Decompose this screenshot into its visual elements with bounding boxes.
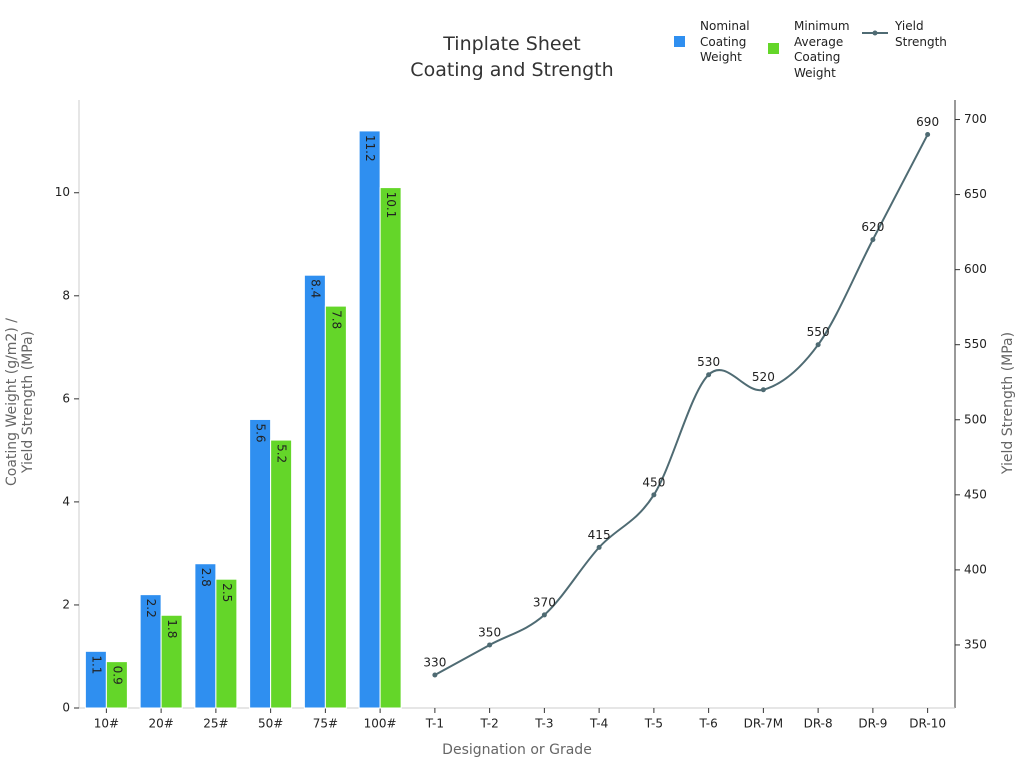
line-value-label: 690 — [916, 115, 939, 129]
x-tick-label: 10# — [94, 717, 119, 731]
line-point — [487, 642, 493, 648]
y2-tick-label: 450 — [964, 487, 987, 501]
legend-swatch — [674, 36, 685, 47]
bar — [270, 439, 293, 709]
bar — [105, 661, 128, 709]
x-tick-label: DR-9 — [858, 717, 887, 731]
y-tick-label: 4 — [62, 494, 70, 508]
x-tick-label: 100# — [364, 717, 397, 731]
bar-value-label: 0.9 — [110, 666, 124, 685]
line-point — [432, 672, 438, 678]
x-tick-label: 75# — [313, 717, 338, 731]
legend-label: Nominal Coating Weight — [700, 19, 750, 64]
x-tick-label: DR-10 — [909, 717, 946, 731]
bar — [358, 130, 381, 709]
y2-tick-label: 500 — [964, 412, 987, 426]
y2-tick-label: 700 — [964, 112, 987, 126]
bar-value-label: 5.2 — [275, 444, 289, 463]
y2-tick-label: 600 — [964, 262, 987, 276]
x-tick-label: T-1 — [425, 717, 444, 731]
line-value-label: 350 — [478, 625, 501, 639]
bar-value-label: 2.5 — [220, 583, 234, 602]
line-value-label: 520 — [752, 370, 775, 384]
x-tick-label: 25# — [203, 717, 228, 731]
legend-swatch — [768, 43, 779, 54]
legend-label: Yield Strength — [895, 19, 947, 49]
bar — [379, 187, 402, 709]
bar — [160, 614, 183, 709]
bar — [324, 305, 347, 709]
bar-value-label: 10.1 — [384, 192, 398, 219]
y-tick-label: 0 — [62, 701, 70, 715]
x-tick-label: 20# — [148, 717, 173, 731]
bar-value-label: 1.1 — [89, 655, 103, 674]
y-tick-label: 10 — [55, 185, 70, 199]
line-point — [706, 372, 712, 378]
line-point — [541, 612, 547, 618]
line-value-label: 450 — [642, 475, 665, 489]
legend-label: Minimum Average Coating Weight — [794, 19, 850, 80]
x-tick-label: DR-8 — [804, 717, 833, 731]
bar — [215, 578, 238, 709]
x-tick-label: 50# — [258, 717, 283, 731]
line-value-label: 620 — [861, 220, 884, 234]
y2-tick-label: 350 — [964, 637, 987, 651]
line-point — [760, 387, 766, 393]
bar-value-label: 1.8 — [165, 619, 179, 638]
x-tick-label: DR-7M — [744, 717, 783, 731]
bar-value-label: 11.2 — [363, 135, 377, 162]
bar-value-label: 7.8 — [329, 310, 343, 329]
bar — [249, 418, 272, 709]
line-value-label: 370 — [533, 595, 556, 609]
line-point — [925, 132, 931, 138]
bar-value-label: 2.2 — [144, 599, 158, 618]
y2-tick-label: 550 — [964, 337, 987, 351]
bar-value-label: 2.8 — [199, 568, 213, 587]
y2-axis-label: Yield Strength (MPa) — [1000, 331, 1016, 475]
line-point — [596, 544, 602, 550]
x-tick-label: T-4 — [589, 717, 608, 731]
line-value-label: 330 — [423, 655, 446, 669]
line-point — [870, 237, 876, 243]
x-tick-label: T-6 — [699, 717, 718, 731]
line — [434, 134, 929, 676]
y2-tick-label: 400 — [964, 562, 987, 576]
y-axis-label: Coating Weight (g/m2) / Yield Strength (… — [4, 318, 36, 486]
x-tick-label: T-3 — [534, 717, 553, 731]
line-value-label: 550 — [807, 325, 830, 339]
x-tick-label: T-5 — [644, 717, 663, 731]
bar-value-label: 8.4 — [308, 279, 322, 298]
y-tick-label: 8 — [62, 288, 70, 302]
y-tick-label: 6 — [62, 391, 70, 405]
line-point — [651, 492, 657, 498]
bar — [303, 274, 326, 709]
line-value-label: 530 — [697, 355, 720, 369]
line-value-label: 415 — [588, 528, 611, 542]
line-point — [815, 342, 821, 348]
x-tick-label: T-2 — [480, 717, 499, 731]
chart-title: Tinplate Sheet Coating and Strength — [410, 33, 614, 81]
y2-tick-label: 650 — [964, 187, 987, 201]
x-axis-label: Designation or Grade — [442, 742, 592, 758]
y-tick-label: 2 — [62, 597, 70, 611]
legend-swatch-point — [872, 30, 878, 36]
bar-value-label: 5.6 — [254, 423, 268, 442]
